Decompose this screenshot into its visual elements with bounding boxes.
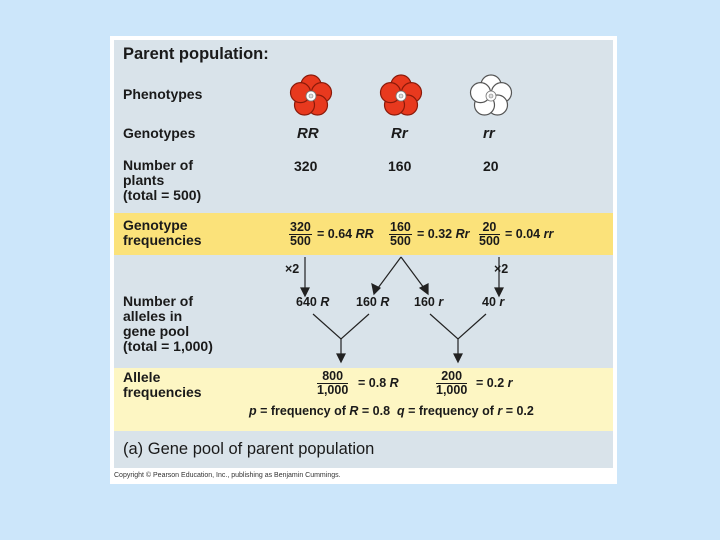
figure-title: Parent population: [123, 45, 269, 63]
multiplier-RR: ×2 [285, 262, 300, 276]
label-allele-frequencies: Allele frequencies [123, 369, 202, 400]
flower-rr-icon [469, 74, 513, 116]
flower-Rr-icon [379, 74, 423, 116]
label-number-of-plants: Number of plants (total = 500) [123, 157, 202, 203]
diagram-graphics [289, 74, 513, 364]
allele-count-40r: 40 r [482, 295, 505, 309]
band-alleles [114, 255, 613, 368]
genotype-RR: RR [297, 125, 319, 142]
af-R-result: = 0.8 R [358, 376, 399, 390]
gf-Rr-result: = 0.32 Rr [417, 227, 470, 241]
allele-count-160r: 160 r [414, 295, 444, 309]
label-genotype-frequencies: Genotype frequencies [123, 217, 202, 248]
label-number-of-alleles: Number of alleles in gene pool (total = … [123, 293, 213, 354]
label-phenotypes: Phenotypes [123, 86, 203, 102]
band-allele-frequencies [114, 368, 613, 431]
band-genotype-frequencies [114, 213, 613, 255]
allele-count-160R: 160 R [356, 295, 390, 309]
genotype-rr: rr [483, 125, 495, 142]
band-caption [114, 431, 613, 468]
merge-r [429, 313, 487, 340]
af-R-fraction: 800 1,000 [317, 369, 349, 397]
band-parent [114, 40, 613, 213]
copyright-notice: Copyright © Pearson Education, Inc., pub… [114, 472, 341, 479]
af-r-fraction: 200 1,000 [436, 369, 468, 397]
label-genotypes: Genotypes [123, 125, 196, 141]
arrow-Rr-to-r [400, 256, 425, 289]
multiplier-rr: ×2 [494, 262, 509, 276]
gf-Rr-fraction: 160 500 [389, 220, 412, 248]
gene-pool-figure: Parent population: Phenotypes Genotypes … [110, 36, 617, 484]
af-r-result: = 0.2 r [476, 376, 513, 390]
count-rr: 20 [483, 158, 499, 174]
arrow-Rr-to-R [377, 256, 402, 289]
allele-frequency-summary: p = frequency of R = 0.8 q = frequency o… [249, 404, 534, 418]
gf-rr-result: = 0.04 rr [505, 227, 554, 241]
flower-RR-icon [289, 74, 333, 116]
count-Rr: 160 [388, 158, 412, 174]
count-RR: 320 [294, 158, 318, 174]
genotype-Rr: Rr [391, 125, 408, 142]
gf-RR-result: = 0.64 RR [317, 227, 374, 241]
allele-count-640R: 640 R [296, 295, 330, 309]
gf-RR-fraction: 320 500 [289, 220, 312, 248]
figure-caption: (a) Gene pool of parent population [123, 440, 375, 458]
gf-rr-fraction: 20 500 [479, 220, 500, 248]
merge-R [312, 313, 370, 340]
